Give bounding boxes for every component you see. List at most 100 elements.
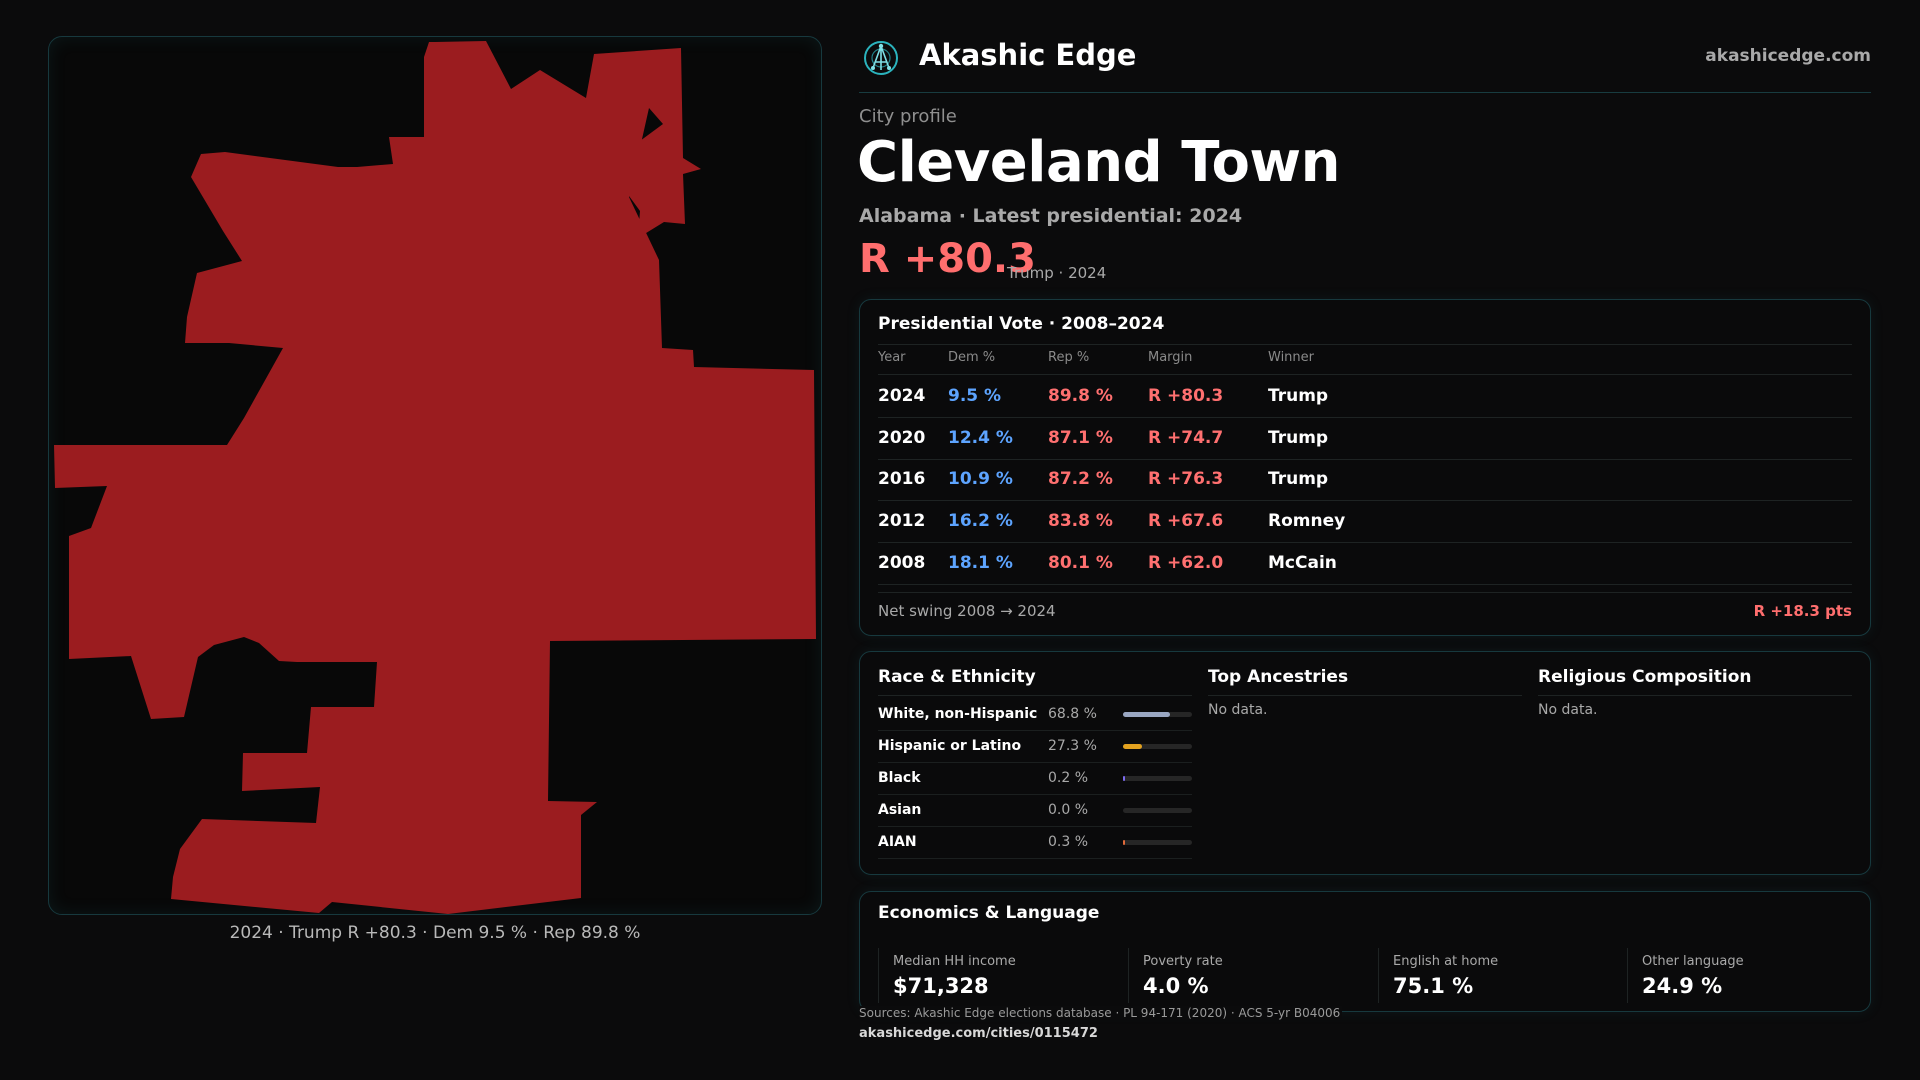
cell-year: 2016	[878, 469, 926, 489]
page-kicker: City profile	[859, 106, 957, 127]
race-percent: 0.3 %	[1048, 834, 1089, 850]
race-name: Black	[878, 770, 921, 786]
cell-margin: R +76.3	[1148, 469, 1224, 489]
cell-winner: Romney	[1268, 511, 1346, 531]
stat-value: 75.1 %	[1393, 974, 1474, 998]
brand-name[interactable]: Akashic Edge	[919, 38, 1137, 72]
page-url-link[interactable]: akashicedge.com/cities/0115472	[859, 1026, 1098, 1041]
race-row: AIAN 0.3 %	[878, 827, 1192, 859]
table-row: 2024 9.5 % 89.8 % R +80.3 Trump	[860, 376, 1870, 417]
divider	[878, 374, 1852, 375]
race-name: Asian	[878, 802, 922, 818]
page-subtitle: Alabama · Latest presidential: 2024	[859, 205, 1243, 227]
religion-empty-text: No data.	[1538, 702, 1598, 718]
stat-english-at-home: English at home 75.1 %	[1378, 948, 1618, 1003]
divider	[878, 459, 1852, 460]
col-header-margin: Margin	[1148, 350, 1193, 365]
site-link[interactable]: akashicedge.com	[1705, 46, 1871, 66]
cell-margin: R +62.0	[1148, 553, 1224, 573]
cell-year: 2012	[878, 511, 926, 531]
divider	[1538, 695, 1852, 696]
presidential-vote-card: Presidential Vote · 2008–2024 Year Dem %…	[859, 299, 1871, 636]
race-bar-fill	[1123, 712, 1170, 717]
table-row: 2020 12.4 % 87.1 % R +74.7 Trump	[860, 418, 1870, 459]
race-name: Hispanic or Latino	[878, 738, 1022, 754]
race-name: White, non-Hispanic	[878, 706, 1038, 722]
cell-dem: 10.9 %	[948, 469, 1013, 489]
table-row: 2016 10.9 % 87.2 % R +76.3 Trump	[860, 459, 1870, 500]
race-percent: 27.3 %	[1048, 738, 1097, 754]
col-header-winner: Winner	[1268, 350, 1315, 365]
race-row: White, non-Hispanic 68.8 %	[878, 699, 1192, 731]
card-title: Presidential Vote · 2008–2024	[878, 314, 1165, 334]
map-caption: 2024 · Trump R +80.3 · Dem 9.5 % · Rep 8…	[229, 923, 641, 943]
cell-rep: 87.2 %	[1048, 469, 1113, 489]
cell-dem: 12.4 %	[948, 428, 1013, 448]
ancestries-empty-text: No data.	[1208, 702, 1268, 718]
cell-rep: 80.1 %	[1048, 553, 1113, 573]
cell-rep: 89.8 %	[1048, 386, 1113, 406]
stat-value: 4.0 %	[1143, 974, 1209, 998]
race-bar-track	[1123, 840, 1192, 845]
headline-margin: R +80.3	[859, 236, 1036, 282]
cell-dem: 9.5 %	[948, 386, 1002, 406]
network-node-icon[interactable]	[863, 40, 899, 76]
divider	[878, 592, 1852, 593]
city-map[interactable]	[48, 36, 822, 915]
table-row: 2012 16.2 % 83.8 % R +67.6 Romney	[860, 501, 1870, 542]
cell-rep: 83.8 %	[1048, 511, 1113, 531]
race-name: AIAN	[878, 834, 917, 850]
col-header-rep: Rep %	[1048, 350, 1090, 365]
race-row: Hispanic or Latino 27.3 %	[878, 731, 1192, 763]
city-boundary-shape	[54, 41, 816, 914]
divider	[1208, 695, 1522, 696]
sources-text: Sources: Akashic Edge elections database…	[859, 1006, 1343, 1020]
cell-winner: Trump	[1268, 428, 1329, 448]
cell-margin: R +80.3	[1148, 386, 1224, 406]
stat-label: Other language	[1642, 954, 1744, 969]
stat-value: $71,328	[893, 974, 989, 998]
col-header-dem: Dem %	[948, 350, 996, 365]
race-bar-track	[1123, 744, 1192, 749]
race-row: Black 0.2 %	[878, 763, 1192, 795]
race-bar-track	[1123, 808, 1192, 813]
cell-year: 2008	[878, 553, 926, 573]
divider	[878, 542, 1852, 543]
table-row: 2008 18.1 % 80.1 % R +62.0 McCain	[860, 543, 1870, 584]
stat-poverty-rate: Poverty rate 4.0 %	[1128, 948, 1368, 1003]
race-bar-track	[1123, 776, 1192, 781]
religious-composition-title: Religious Composition	[1538, 667, 1752, 687]
cell-dem: 18.1 %	[948, 553, 1013, 573]
divider	[878, 417, 1852, 418]
top-ancestries-title: Top Ancestries	[1208, 667, 1349, 687]
race-percent: 68.8 %	[1048, 706, 1097, 722]
demographics-card: Race & Ethnicity White, non-Hispanic 68.8…	[859, 651, 1871, 875]
economics-language-card: Economics & Language Median HH income $7…	[859, 891, 1871, 1012]
cell-margin: R +74.7	[1148, 428, 1224, 448]
stat-median-income: Median HH income $71,328	[878, 948, 1118, 1003]
cell-dem: 16.2 %	[948, 511, 1013, 531]
stat-other-language: Other language 24.9 %	[1627, 948, 1867, 1003]
race-row: Asian 0.0 %	[878, 795, 1192, 827]
race-percent: 0.2 %	[1048, 770, 1089, 786]
card-title: Economics & Language	[878, 903, 1100, 923]
page-title: Cleveland Town	[857, 130, 1341, 195]
stat-label: Poverty rate	[1143, 954, 1223, 969]
stat-label: English at home	[1393, 954, 1499, 969]
divider	[878, 584, 1852, 585]
race-bar-track	[1123, 712, 1192, 717]
site-header: Akashic Edge akashicedge.com	[859, 36, 1871, 93]
net-swing-value: R +18.3 pts	[1753, 602, 1852, 620]
stat-value: 24.9 %	[1642, 974, 1723, 998]
race-percent: 0.0 %	[1048, 802, 1089, 818]
cell-winner: Trump	[1268, 386, 1329, 406]
cell-year: 2024	[878, 386, 926, 406]
divider	[878, 344, 1852, 345]
race-bar-fill	[1123, 840, 1125, 845]
city-boundary-map	[54, 41, 816, 914]
cell-rep: 87.1 %	[1048, 428, 1113, 448]
divider	[878, 695, 1192, 696]
net-swing-label: Net swing 2008 → 2024	[878, 602, 1056, 620]
stat-label: Median HH income	[893, 954, 1016, 969]
cell-winner: McCain	[1268, 553, 1337, 573]
